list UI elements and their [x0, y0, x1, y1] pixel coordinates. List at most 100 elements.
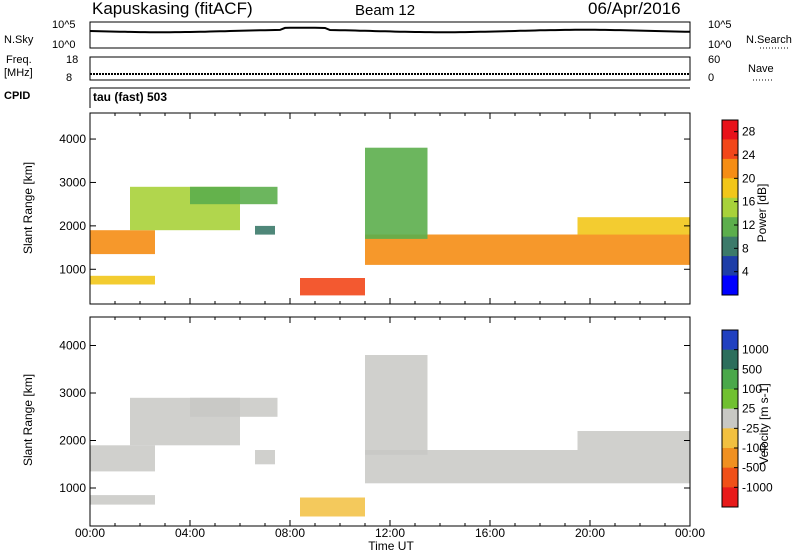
y-tick-label: 4000	[59, 339, 86, 353]
freq-right-tick-top: 60	[708, 54, 720, 66]
freq-label-line2: [MHz]	[4, 67, 33, 79]
colorbar-tick-label: 16	[742, 195, 756, 209]
velocity-region-2	[190, 397, 278, 417]
colorbar-tick-label: 4	[742, 265, 749, 279]
power-region-6	[365, 147, 428, 239]
velocity-region-3	[255, 450, 275, 465]
colorbar-tick-label: 100	[742, 382, 762, 396]
beam-title: Beam 12	[355, 2, 415, 19]
velocity-region-7	[577, 431, 690, 450]
colorbar-tick-label: 24	[742, 148, 756, 162]
colorbar-tick-label: 25	[742, 402, 756, 416]
noise-left-tick-bottom: 10^0	[52, 39, 76, 51]
noise-trace	[89, 26, 691, 34]
colorbar-frame	[721, 119, 739, 296]
power-region-7	[577, 217, 690, 235]
colorbar-tick-label: 8	[742, 241, 749, 255]
colorbar-segment	[722, 178, 738, 199]
y-tick-label: 2000	[59, 434, 86, 448]
power-colorbar-label: Power [dB]	[755, 184, 769, 243]
velocity-colorbar-label: Velocity [m s-1]	[757, 383, 771, 464]
y-tick-label: 4000	[59, 132, 86, 146]
colorbar-segment	[722, 428, 738, 449]
colorbar-tick-label: 28	[742, 125, 756, 139]
power-region-2	[190, 186, 278, 205]
noise-left-tick-top: 10^5	[52, 19, 76, 31]
y-tick-label: 1000	[59, 262, 86, 276]
velocity-region-6	[365, 355, 428, 455]
freq-panel-frame	[89, 56, 691, 81]
time-tick-label: 12:00	[375, 526, 405, 540]
freq-left-tick-bottom: 8	[66, 72, 72, 84]
colorbar-tick-label: -100	[742, 441, 766, 455]
freq-label-line1: Freq.	[6, 54, 32, 66]
time-tick-label: 16:00	[475, 526, 505, 540]
y-tick-label: 3000	[59, 175, 86, 189]
y-tick-label: 1000	[59, 481, 86, 495]
velocity-heatmap	[90, 355, 690, 517]
colorbar-tick-label: -500	[742, 461, 766, 475]
velocity-region-4	[300, 497, 365, 517]
colorbar-segment	[722, 369, 738, 390]
y-tick-label: 2000	[59, 219, 86, 233]
colorbar-tick-label: 20	[742, 171, 756, 185]
colorbar-tick-label: -1000	[742, 480, 773, 494]
colorbar-segment	[722, 217, 738, 238]
velocity-region-8	[90, 495, 155, 505]
colorbar-segment	[722, 330, 738, 351]
colorbar-frame	[721, 329, 739, 508]
colorbar-segment	[722, 120, 738, 140]
colorbar-tick-label: -25	[742, 421, 760, 435]
time-axis-labels: 00:00 04:00 08:00 12:00 16:00 20:00 00:00	[75, 526, 705, 540]
colorbar-segment	[722, 139, 738, 160]
colorbar-tick-label: 500	[742, 362, 762, 376]
time-tick-label: 00:00	[75, 526, 105, 540]
colorbar-tick-label: 1000	[742, 343, 769, 357]
station-title: Kapuskasing (fitACF)	[92, 0, 253, 18]
colorbar-segment	[722, 467, 738, 488]
cpid-text: tau (fast) 503	[93, 90, 167, 104]
colorbar-segment	[722, 275, 738, 296]
noise-right-label: N.Search	[746, 34, 792, 46]
freq-left-tick-top: 18	[66, 54, 78, 66]
power-region-0	[90, 230, 155, 255]
noise-right-tick-top: 10^5	[708, 19, 732, 31]
colorbar-tick-label: 12	[742, 218, 756, 232]
power-x-axis	[89, 113, 691, 304]
velocity-ylabel: Slant Range [km]	[21, 374, 35, 466]
velocity-x-axis	[89, 317, 691, 526]
noise-panel-frame	[89, 21, 691, 49]
colorbar-segment	[722, 487, 738, 508]
noise-left-label: N.Sky	[4, 34, 34, 46]
colorbar-segment	[722, 256, 738, 277]
velocity-y-axis: 1000 2000 3000 4000	[59, 339, 690, 495]
velocity-colorbar: 1000 500 100 25 -25 -100 -500 -1000	[721, 329, 773, 508]
power-region-3	[255, 225, 275, 235]
y-tick-label: 3000	[59, 386, 86, 400]
power-region-8	[90, 275, 155, 285]
time-tick-label: 04:00	[175, 526, 205, 540]
colorbar-segment	[722, 349, 738, 370]
nave-label: Nave	[748, 63, 774, 75]
power-region-5	[365, 234, 690, 265]
colorbar-segment	[722, 158, 738, 179]
velocity-region-0	[90, 445, 155, 472]
power-colorbar: 4 8 12 16 20 24 28	[721, 119, 756, 296]
colorbar-segment	[722, 389, 738, 410]
power-region-4	[300, 278, 365, 296]
freq-right-tick-bottom: 0	[708, 72, 714, 84]
time-tick-label: 00:00	[675, 526, 705, 540]
power-y-axis: 1000 2000 3000 4000	[59, 132, 690, 276]
colorbar-segment	[722, 448, 738, 469]
date-title: 06/Apr/2016	[588, 0, 681, 18]
cpid-label: CPID	[4, 90, 30, 102]
velocity-region-5	[365, 450, 690, 484]
time-tick-label: 08:00	[275, 526, 305, 540]
power-ylabel: Slant Range [km]	[21, 162, 35, 254]
noise-right-tick-bottom: 10^0	[708, 39, 732, 51]
colorbar-segment	[722, 236, 738, 257]
power-heatmap	[90, 147, 690, 296]
colorbar-segment	[722, 197, 738, 218]
colorbar-segment	[722, 408, 738, 429]
